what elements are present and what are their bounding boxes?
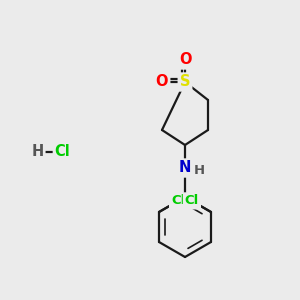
Text: H: H [32, 145, 44, 160]
Text: Cl: Cl [171, 194, 185, 208]
Text: H: H [194, 164, 205, 176]
Text: Cl: Cl [185, 194, 199, 208]
Text: N: N [179, 160, 191, 175]
Text: S: S [180, 74, 190, 89]
Text: O: O [179, 52, 191, 68]
Text: Cl: Cl [54, 145, 70, 160]
Text: O: O [156, 74, 168, 89]
